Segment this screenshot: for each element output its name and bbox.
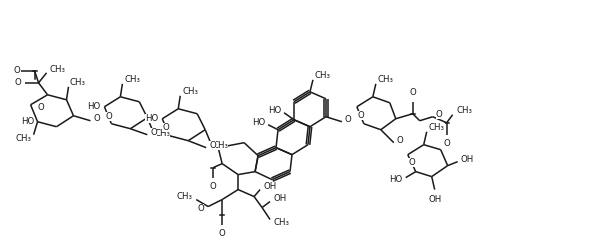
Text: O: O [409,88,416,97]
Text: O: O [210,182,217,191]
Text: HO: HO [389,175,403,184]
Text: OH: OH [263,182,276,191]
Text: O: O [105,112,112,121]
Text: HO: HO [145,114,158,123]
Text: O: O [397,136,403,145]
Text: O: O [209,141,216,150]
Text: O: O [15,78,22,87]
Text: CH₃: CH₃ [15,134,32,143]
Text: O: O [150,128,157,137]
Text: O: O [197,204,204,213]
Text: CH₃: CH₃ [456,106,472,115]
Text: HO: HO [21,117,35,126]
Text: O: O [408,158,415,167]
Text: O: O [37,103,44,112]
Text: CH₃: CH₃ [124,75,140,84]
Text: O: O [163,123,170,132]
Text: O: O [436,110,442,119]
Text: O: O [358,111,364,120]
Text: HO: HO [87,102,101,111]
Text: CH₃: CH₃ [154,129,170,138]
Text: O: O [219,229,226,239]
Text: CH₃: CH₃ [176,192,192,201]
Text: OH: OH [461,155,474,164]
Text: CH₃: CH₃ [182,87,198,96]
Text: O: O [345,115,352,124]
Text: O: O [94,114,100,123]
Text: OH: OH [428,194,441,204]
Text: CH₃: CH₃ [273,218,289,227]
Text: CH₃: CH₃ [429,123,445,132]
Text: CH₃: CH₃ [378,75,394,84]
Text: O: O [444,139,450,148]
Text: CH₃: CH₃ [212,141,228,150]
Text: OH: OH [273,194,286,203]
Text: CH₃: CH₃ [70,78,85,87]
Text: CH₃: CH₃ [49,65,65,74]
Text: HO: HO [252,118,265,127]
Text: CH₃: CH₃ [315,71,331,80]
Text: O: O [14,66,21,75]
Text: HO: HO [268,106,281,115]
